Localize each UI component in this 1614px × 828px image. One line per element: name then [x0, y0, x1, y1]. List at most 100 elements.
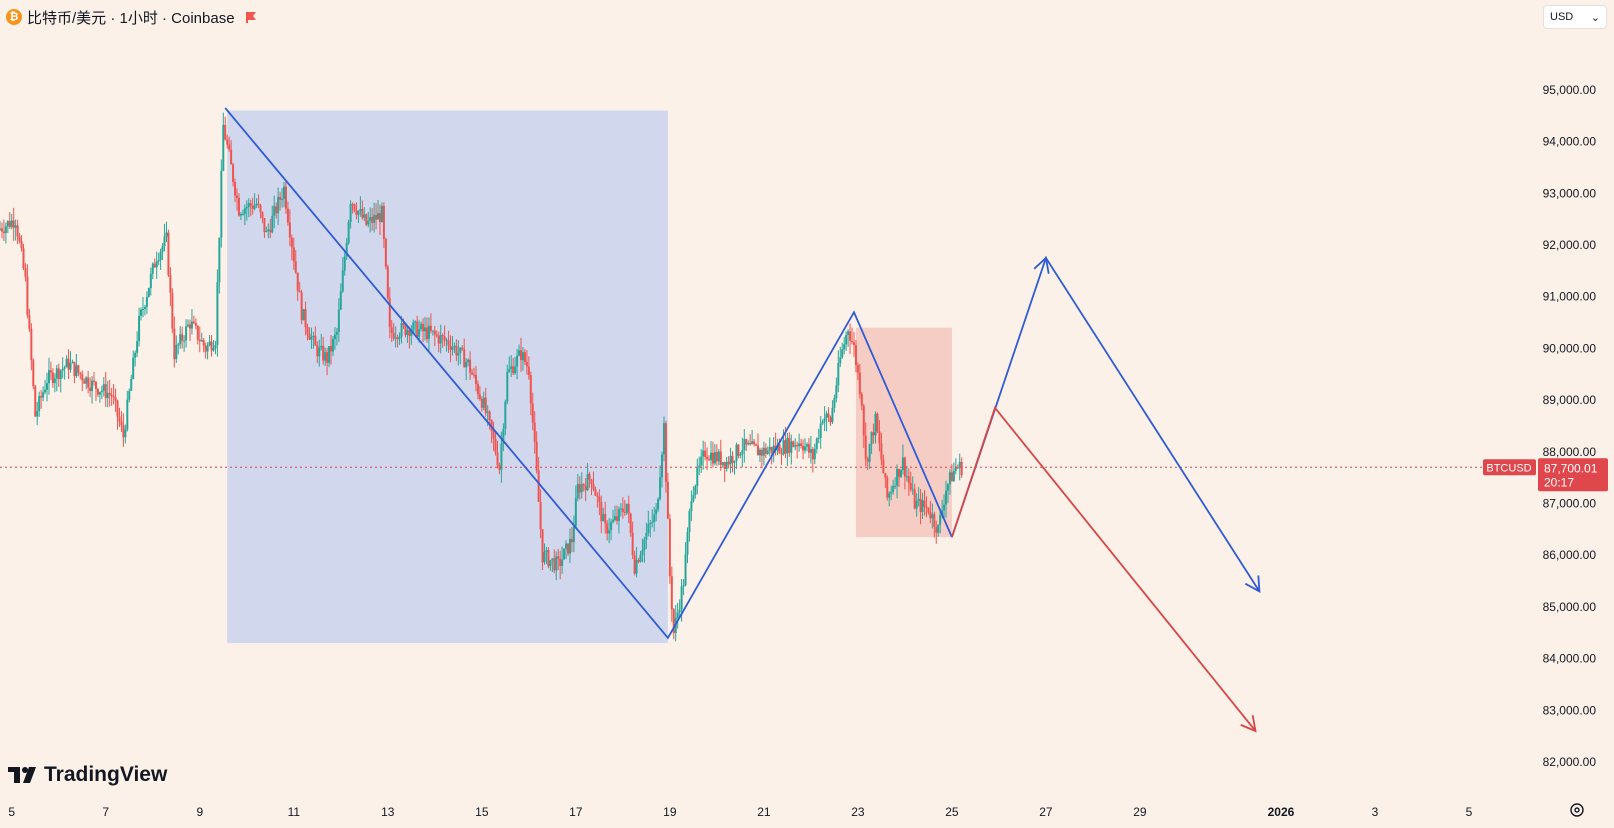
candle-body: [694, 485, 697, 495]
price-axis[interactable]: 82,000.00 83,000.00 84,000.00 85,000.00 86,0…: [1543, 83, 1597, 769]
candle-body: [459, 347, 462, 353]
candle-body: [46, 383, 49, 390]
candle-body: [715, 452, 718, 462]
candle-body: [768, 446, 771, 451]
candle-body: [294, 261, 297, 273]
candle-body: [829, 417, 832, 423]
candle-body: [77, 365, 80, 373]
candle-body: [494, 438, 497, 453]
candle-body: [283, 186, 286, 199]
candle-body: [0, 228, 3, 232]
currency-select[interactable]: USD ⌄: [1543, 5, 1607, 29]
candle-body: [134, 352, 137, 358]
blue-polyline[interactable]: [224, 107, 953, 640]
candle-body: [686, 532, 689, 555]
candle-body: [637, 559, 640, 562]
candle-body: [132, 357, 135, 379]
candle-body: [948, 472, 951, 485]
candle-body: [100, 390, 103, 392]
candle-body: [614, 516, 617, 520]
candle-body: [600, 502, 603, 522]
flag-icon[interactable]: [245, 11, 257, 23]
symbol-title[interactable]: 比特币/美元 · 1小时 · Coinbase: [27, 9, 235, 27]
candle-body: [520, 350, 523, 361]
candle-body: [525, 362, 528, 367]
candle-body: [439, 335, 442, 344]
candle-body: [461, 347, 464, 350]
bitcoin-icon: ₿: [6, 9, 22, 25]
candle-body: [639, 555, 642, 562]
candle-body: [281, 198, 284, 200]
candle-body: [651, 522, 654, 524]
candle-body: [49, 370, 52, 373]
candle-body: [314, 335, 317, 346]
candle-body: [149, 273, 152, 289]
candle-body: [47, 370, 50, 384]
candle-body: [521, 352, 524, 361]
candle-body: [351, 203, 354, 205]
candle-body: [177, 344, 180, 346]
annotation-lines[interactable]: [224, 107, 1261, 733]
candle-body: [157, 260, 160, 262]
candle-body: [190, 321, 193, 329]
candle-body: [390, 327, 393, 333]
candle-body: [465, 362, 468, 368]
candle-body: [171, 292, 174, 329]
candle-body: [935, 526, 938, 533]
candle-body: [798, 443, 801, 447]
candle-body: [827, 413, 830, 418]
candle-body: [8, 221, 11, 227]
candle-body: [169, 275, 172, 293]
candle-body: [20, 241, 23, 249]
candle-body: [378, 213, 381, 222]
candle-body: [194, 322, 197, 326]
candle-body: [880, 443, 883, 460]
candle-body: [621, 508, 624, 512]
candle-body: [96, 388, 99, 395]
gear-icon[interactable]: [1569, 802, 1585, 818]
candle-body: [933, 514, 936, 527]
candle-body: [128, 390, 131, 400]
candle-body: [804, 446, 807, 451]
candle-body: [14, 225, 17, 228]
candle-body: [766, 450, 769, 454]
annotation-boxes[interactable]: [227, 110, 952, 644]
candle-body: [708, 459, 711, 461]
candle-body: [482, 397, 485, 408]
candle-body: [183, 340, 186, 342]
candle-body: [404, 324, 407, 335]
blue-arrow[interactable]: [951, 255, 1261, 592]
candle-body: [672, 609, 675, 634]
x-tick-label: 5: [1466, 805, 1473, 819]
candle-body: [514, 366, 517, 374]
candle-body: [484, 397, 487, 413]
candle-body: [711, 452, 714, 464]
time-axis[interactable]: 5 7 9 11 13 15 17 19 21 23 25 27 29 2026 3 5: [8, 805, 1472, 819]
candle-body: [608, 529, 611, 534]
candle-body: [443, 336, 446, 341]
x-tick-label: 25: [945, 805, 959, 819]
candle-body: [341, 270, 344, 292]
candle-body: [537, 470, 540, 502]
candle-body: [445, 340, 448, 342]
candle-body: [657, 498, 660, 510]
candle-body: [578, 483, 581, 493]
blue-peak-arrowhead-icon: [1033, 256, 1050, 274]
candle-body: [44, 389, 47, 393]
candle-body: [316, 345, 319, 357]
candle-body: [486, 411, 489, 413]
candle-body: [226, 139, 229, 145]
candle-body: [365, 214, 368, 225]
candle-body: [849, 331, 852, 341]
candle-body: [551, 558, 554, 561]
candle-body: [580, 484, 583, 493]
candle-body: [474, 375, 477, 384]
y-tick-label: 86,000.00: [1543, 548, 1597, 562]
candle-body: [760, 449, 763, 456]
red-arrow[interactable]: [951, 406, 1257, 732]
candle-body: [273, 206, 276, 216]
candle-body: [367, 220, 370, 225]
candle-body: [108, 392, 111, 395]
candle-body: [179, 334, 182, 345]
